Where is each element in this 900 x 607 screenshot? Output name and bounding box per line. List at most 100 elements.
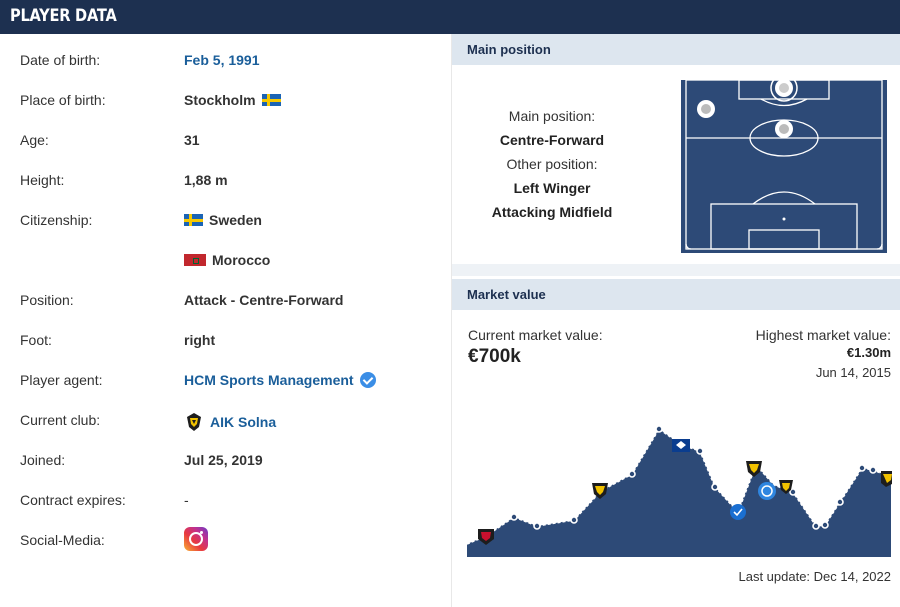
row-height: Height: 1,88 m — [0, 161, 450, 201]
player-data-header: PLAYER DATA — [0, 0, 900, 34]
top-penalty-arc — [760, 98, 808, 107]
club-crest-icon — [746, 461, 762, 477]
row-place-of-birth: Place of birth: Stockholm — [0, 81, 450, 121]
top-penalty-box — [738, 80, 830, 100]
height-value: 1,88 m — [184, 172, 228, 188]
page-title: PLAYER DATA — [10, 6, 117, 26]
chart-point — [789, 488, 797, 496]
foot-value: right — [184, 332, 216, 348]
main-position-value: Centre-Forward — [499, 132, 605, 148]
bottom-penalty-arc — [752, 191, 816, 205]
club-crest-icon — [881, 471, 892, 487]
social-media-links — [184, 527, 208, 551]
current-market-value-label: Current market value: — [468, 327, 603, 343]
chart-point — [696, 447, 704, 455]
row-player-agent: Player agent: HCM Sports Management — [0, 361, 450, 401]
club-crest-icon — [672, 439, 690, 452]
height-label: Height: — [20, 172, 65, 188]
club-crest-icon[interactable] — [184, 412, 204, 432]
position-value: Attack - Centre-Forward — [184, 292, 344, 308]
market-value-header: Market value — [452, 279, 900, 310]
date-of-birth-link[interactable]: Feb 5, 1991 — [184, 52, 260, 68]
main-position-label: Main position: — [508, 108, 596, 124]
row-age: Age: 31 — [0, 121, 450, 161]
market-value-points — [510, 425, 877, 530]
row-contract-expires: Contract expires: - — [0, 481, 450, 521]
pitch-background — [681, 80, 887, 253]
current-club-text[interactable]: AIK Solna — [210, 414, 277, 430]
citizenship-value-morocco: Morocco — [184, 252, 270, 268]
row-position: Position: Attack - Centre-Forward — [0, 281, 450, 321]
social-media-label: Social-Media: — [20, 532, 105, 548]
row-citizenship-second: Morocco — [0, 241, 450, 281]
sweden-flag-icon — [184, 214, 203, 226]
citizenship-label: Citizenship: — [20, 212, 93, 228]
player-agent-label: Player agent: — [20, 372, 103, 388]
corner-arc — [876, 243, 883, 250]
corner-arc — [685, 243, 692, 250]
position-summary: Main position: Centre-Forward Other posi… — [472, 104, 632, 224]
chart-point — [836, 498, 844, 506]
row-current-club: Current club: AIK Solna — [0, 401, 450, 441]
citizenship-text-morocco: Morocco — [212, 252, 271, 268]
contract-expires-label: Contract expires: — [20, 492, 126, 508]
market-value-area — [467, 429, 891, 557]
foot-label: Foot: — [20, 332, 52, 348]
date-of-birth-label: Date of birth: — [20, 52, 101, 68]
place-of-birth-value: Stockholm — [184, 92, 281, 108]
row-social-media: Social-Media: — [0, 521, 450, 561]
penalty-spot — [782, 217, 786, 221]
highest-market-value-date: Jun 14, 2015 — [815, 365, 891, 380]
date-of-birth-value[interactable]: Feb 5, 1991 — [184, 52, 260, 68]
main-position-header: Main position — [452, 34, 900, 65]
player-agent-link[interactable]: HCM Sports Management — [184, 372, 376, 388]
bottom-goal-box — [748, 229, 820, 250]
other-position-label: Other position: — [506, 156, 598, 172]
other-position-marker — [697, 100, 715, 118]
row-citizenship: Citizenship: Sweden — [0, 201, 450, 241]
place-of-birth-text: Stockholm — [184, 92, 256, 108]
player-agent-text[interactable]: HCM Sports Management — [184, 372, 354, 388]
chart-point — [628, 470, 636, 478]
current-club-label: Current club: — [20, 412, 101, 428]
chart-point — [570, 516, 578, 524]
chart-point — [711, 483, 719, 491]
club-crest-icon — [758, 482, 776, 500]
position-label: Position: — [20, 292, 74, 308]
main-position-title: Main position — [467, 42, 551, 57]
other-position-marker — [775, 120, 793, 138]
current-market-value: €700k — [468, 346, 521, 367]
joined-label: Joined: — [20, 452, 66, 468]
last-update: Last update: Dec 14, 2022 — [738, 569, 891, 584]
current-club-link[interactable]: AIK Solna — [184, 412, 276, 432]
other-position-value: Left Winger — [513, 180, 591, 196]
section-divider — [452, 264, 900, 276]
club-crest-icon — [779, 480, 793, 494]
main-position-marker — [770, 80, 798, 102]
chart-point — [869, 466, 877, 474]
other-position-value: Attacking Midfield — [491, 204, 613, 220]
age-label: Age: — [20, 132, 49, 148]
citizenship-value-sweden: Sweden — [184, 212, 262, 228]
highest-market-value-label: Highest market value: — [755, 327, 891, 343]
chart-point — [858, 464, 866, 472]
market-value-chart[interactable] — [467, 399, 892, 564]
sweden-flag-icon — [261, 94, 281, 106]
joined-value: Jul 25, 2019 — [184, 452, 263, 468]
place-of-birth-label: Place of birth: — [20, 92, 106, 108]
citizenship-text-sweden: Sweden — [209, 212, 262, 228]
player-data-list: Date of birth: Feb 5, 1991 Place of birt… — [0, 34, 450, 607]
club-crest-icon — [478, 529, 494, 545]
position-pitch — [681, 80, 887, 253]
market-value-title: Market value — [467, 287, 546, 302]
row-joined: Joined: Jul 25, 2019 — [0, 441, 450, 481]
instagram-icon[interactable] — [184, 527, 208, 551]
row-date-of-birth: Date of birth: Feb 5, 1991 — [0, 41, 450, 81]
row-foot: Foot: right — [0, 321, 450, 361]
morocco-flag-icon — [184, 254, 206, 266]
chart-point — [655, 425, 663, 433]
contract-expires-value: - — [184, 492, 189, 508]
chart-point — [812, 522, 820, 530]
club-crest-icon — [730, 504, 746, 520]
chart-point — [510, 513, 518, 521]
